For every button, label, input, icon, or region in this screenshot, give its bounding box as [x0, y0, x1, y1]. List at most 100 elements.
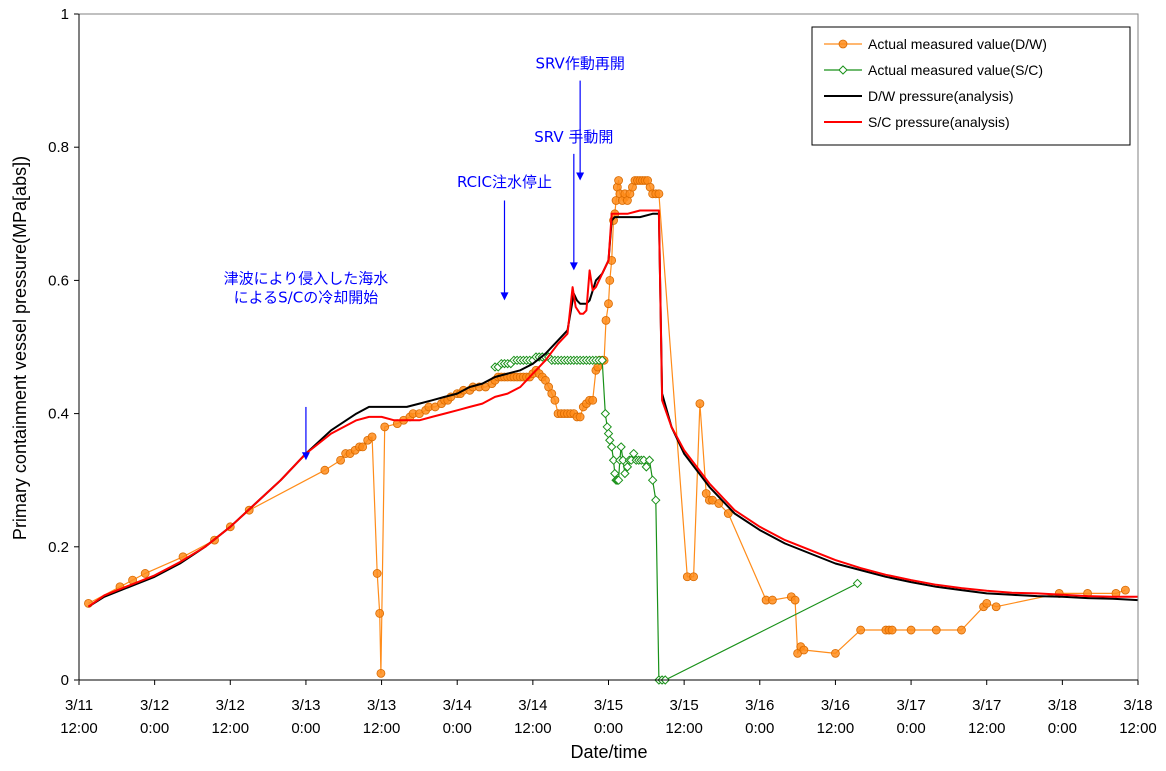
data-point	[358, 442, 368, 452]
annotation-text: SRV 手動開	[534, 128, 613, 146]
x-tick-label-time: 0:00	[896, 720, 925, 737]
x-tick-label-date: 3/16	[821, 697, 850, 714]
legend-marker	[838, 65, 848, 75]
legend-entry: Actual measured value(D/W)	[824, 36, 1047, 52]
data-point	[600, 408, 611, 419]
data-point	[790, 595, 800, 605]
data-point	[614, 176, 623, 185]
annotation-text: 津波により侵入した海水	[224, 270, 389, 288]
data-point	[654, 189, 664, 199]
data-point	[550, 395, 560, 405]
y-tick-label: 0	[61, 672, 69, 689]
x-tick-label-date: 3/14	[518, 697, 547, 714]
data-point	[852, 578, 863, 589]
data-point	[714, 499, 724, 508]
x-tick-label-time: 12:00	[363, 720, 401, 737]
data-point	[799, 645, 809, 655]
data-point	[375, 609, 385, 618]
x-tick-label-time: 0:00	[594, 720, 623, 737]
x-tick-label-date: 3/11	[65, 697, 93, 714]
x-tick-label-date: 3/12	[216, 697, 245, 714]
data-point	[320, 465, 330, 475]
annotation-arrow-head	[301, 452, 310, 461]
legend-entry: Actual measured value(S/C)	[824, 62, 1043, 78]
data-point	[931, 625, 941, 635]
legend-label: S/C pressure(analysis)	[868, 114, 1010, 130]
data-point	[367, 432, 377, 442]
data-point	[856, 625, 866, 635]
annotation-arrow-head	[500, 292, 509, 301]
series-3	[87, 212, 1139, 608]
annotation-arrow-head	[576, 172, 585, 181]
data-point	[957, 625, 966, 635]
data-point	[641, 462, 652, 472]
x-tick-label-date: 3/17	[972, 697, 1001, 714]
data-point	[1120, 585, 1130, 595]
data-point	[906, 625, 916, 635]
x-tick-label-date: 3/13	[367, 697, 396, 714]
data-point	[605, 275, 615, 285]
data-point	[336, 455, 345, 465]
legend-entry: S/C pressure(analysis)	[824, 114, 1010, 130]
y-tick-label: 0.4	[48, 406, 69, 423]
y-tick-label: 0.6	[48, 272, 69, 289]
x-tick-label-time: 12:00	[514, 720, 552, 737]
data-point	[613, 475, 624, 485]
x-tick-label-time: 12:00	[212, 720, 250, 737]
annotation-2: RCIC注水停止	[457, 173, 552, 301]
legend-label: D/W pressure(analysis)	[868, 88, 1013, 104]
data-point	[604, 299, 613, 309]
data-point	[689, 572, 698, 582]
series-4	[87, 209, 1138, 608]
data-point	[575, 412, 585, 422]
x-tick-label-date: 3/12	[140, 697, 169, 714]
legend-label: Actual measured value(S/C)	[868, 62, 1043, 78]
x-tick-label-time: 0:00	[745, 720, 774, 737]
data-point	[767, 595, 777, 605]
data-point	[622, 462, 633, 472]
series-layer	[84, 176, 1139, 685]
x-tick-label-time: 0:00	[140, 720, 169, 737]
data-point	[620, 468, 630, 479]
x-tick-label-time: 0:00	[291, 720, 320, 737]
data-point	[616, 442, 626, 452]
annotation-arrow-head	[569, 262, 578, 271]
legend-box	[811, 26, 1131, 146]
data-point	[606, 442, 617, 452]
data-point	[982, 599, 992, 608]
data-point	[601, 315, 611, 325]
y-axis-title: Primary containment vessel pressure(MPa[…	[10, 156, 30, 540]
data-point	[644, 455, 655, 465]
x-tick-label-date: 3/16	[745, 697, 774, 714]
legend-entry: D/W pressure(analysis)	[824, 88, 1013, 104]
x-tick-label-time: 0:00	[443, 720, 472, 737]
data-point	[597, 355, 607, 366]
annotation-text: RCIC注水停止	[457, 173, 552, 191]
x-tick-label-time: 0:00	[1048, 720, 1077, 737]
axis-layer: 0 0.2 0.4 0.6 0.8 1 3/11 12:00 3/12 0:00 3/12 12:00…	[48, 6, 1157, 737]
data-point	[618, 455, 628, 465]
x-tick-label-time: 12:00	[60, 720, 98, 737]
y-tick-label: 0.8	[48, 139, 69, 156]
series-line	[87, 212, 1139, 608]
data-point	[647, 475, 658, 485]
x-axis-title: Date/time	[570, 742, 647, 762]
legend-marker	[838, 39, 848, 49]
annotation-text: SRV作動再開	[535, 55, 624, 73]
y-tick-label: 0.2	[48, 539, 69, 556]
x-tick-label-time: 12:00	[968, 720, 1006, 737]
x-tick-label-date: 3/14	[443, 697, 472, 714]
data-point	[629, 448, 639, 459]
data-point	[376, 668, 386, 678]
x-tick-label-date: 3/13	[291, 697, 320, 714]
x-tick-label-date: 3/18	[1048, 697, 1077, 714]
x-tick-label-date: 3/15	[670, 697, 699, 714]
series-2	[490, 352, 863, 685]
data-point	[588, 395, 598, 405]
y-tick-label: 1	[61, 6, 69, 23]
data-point	[695, 399, 705, 409]
data-point	[372, 569, 382, 578]
